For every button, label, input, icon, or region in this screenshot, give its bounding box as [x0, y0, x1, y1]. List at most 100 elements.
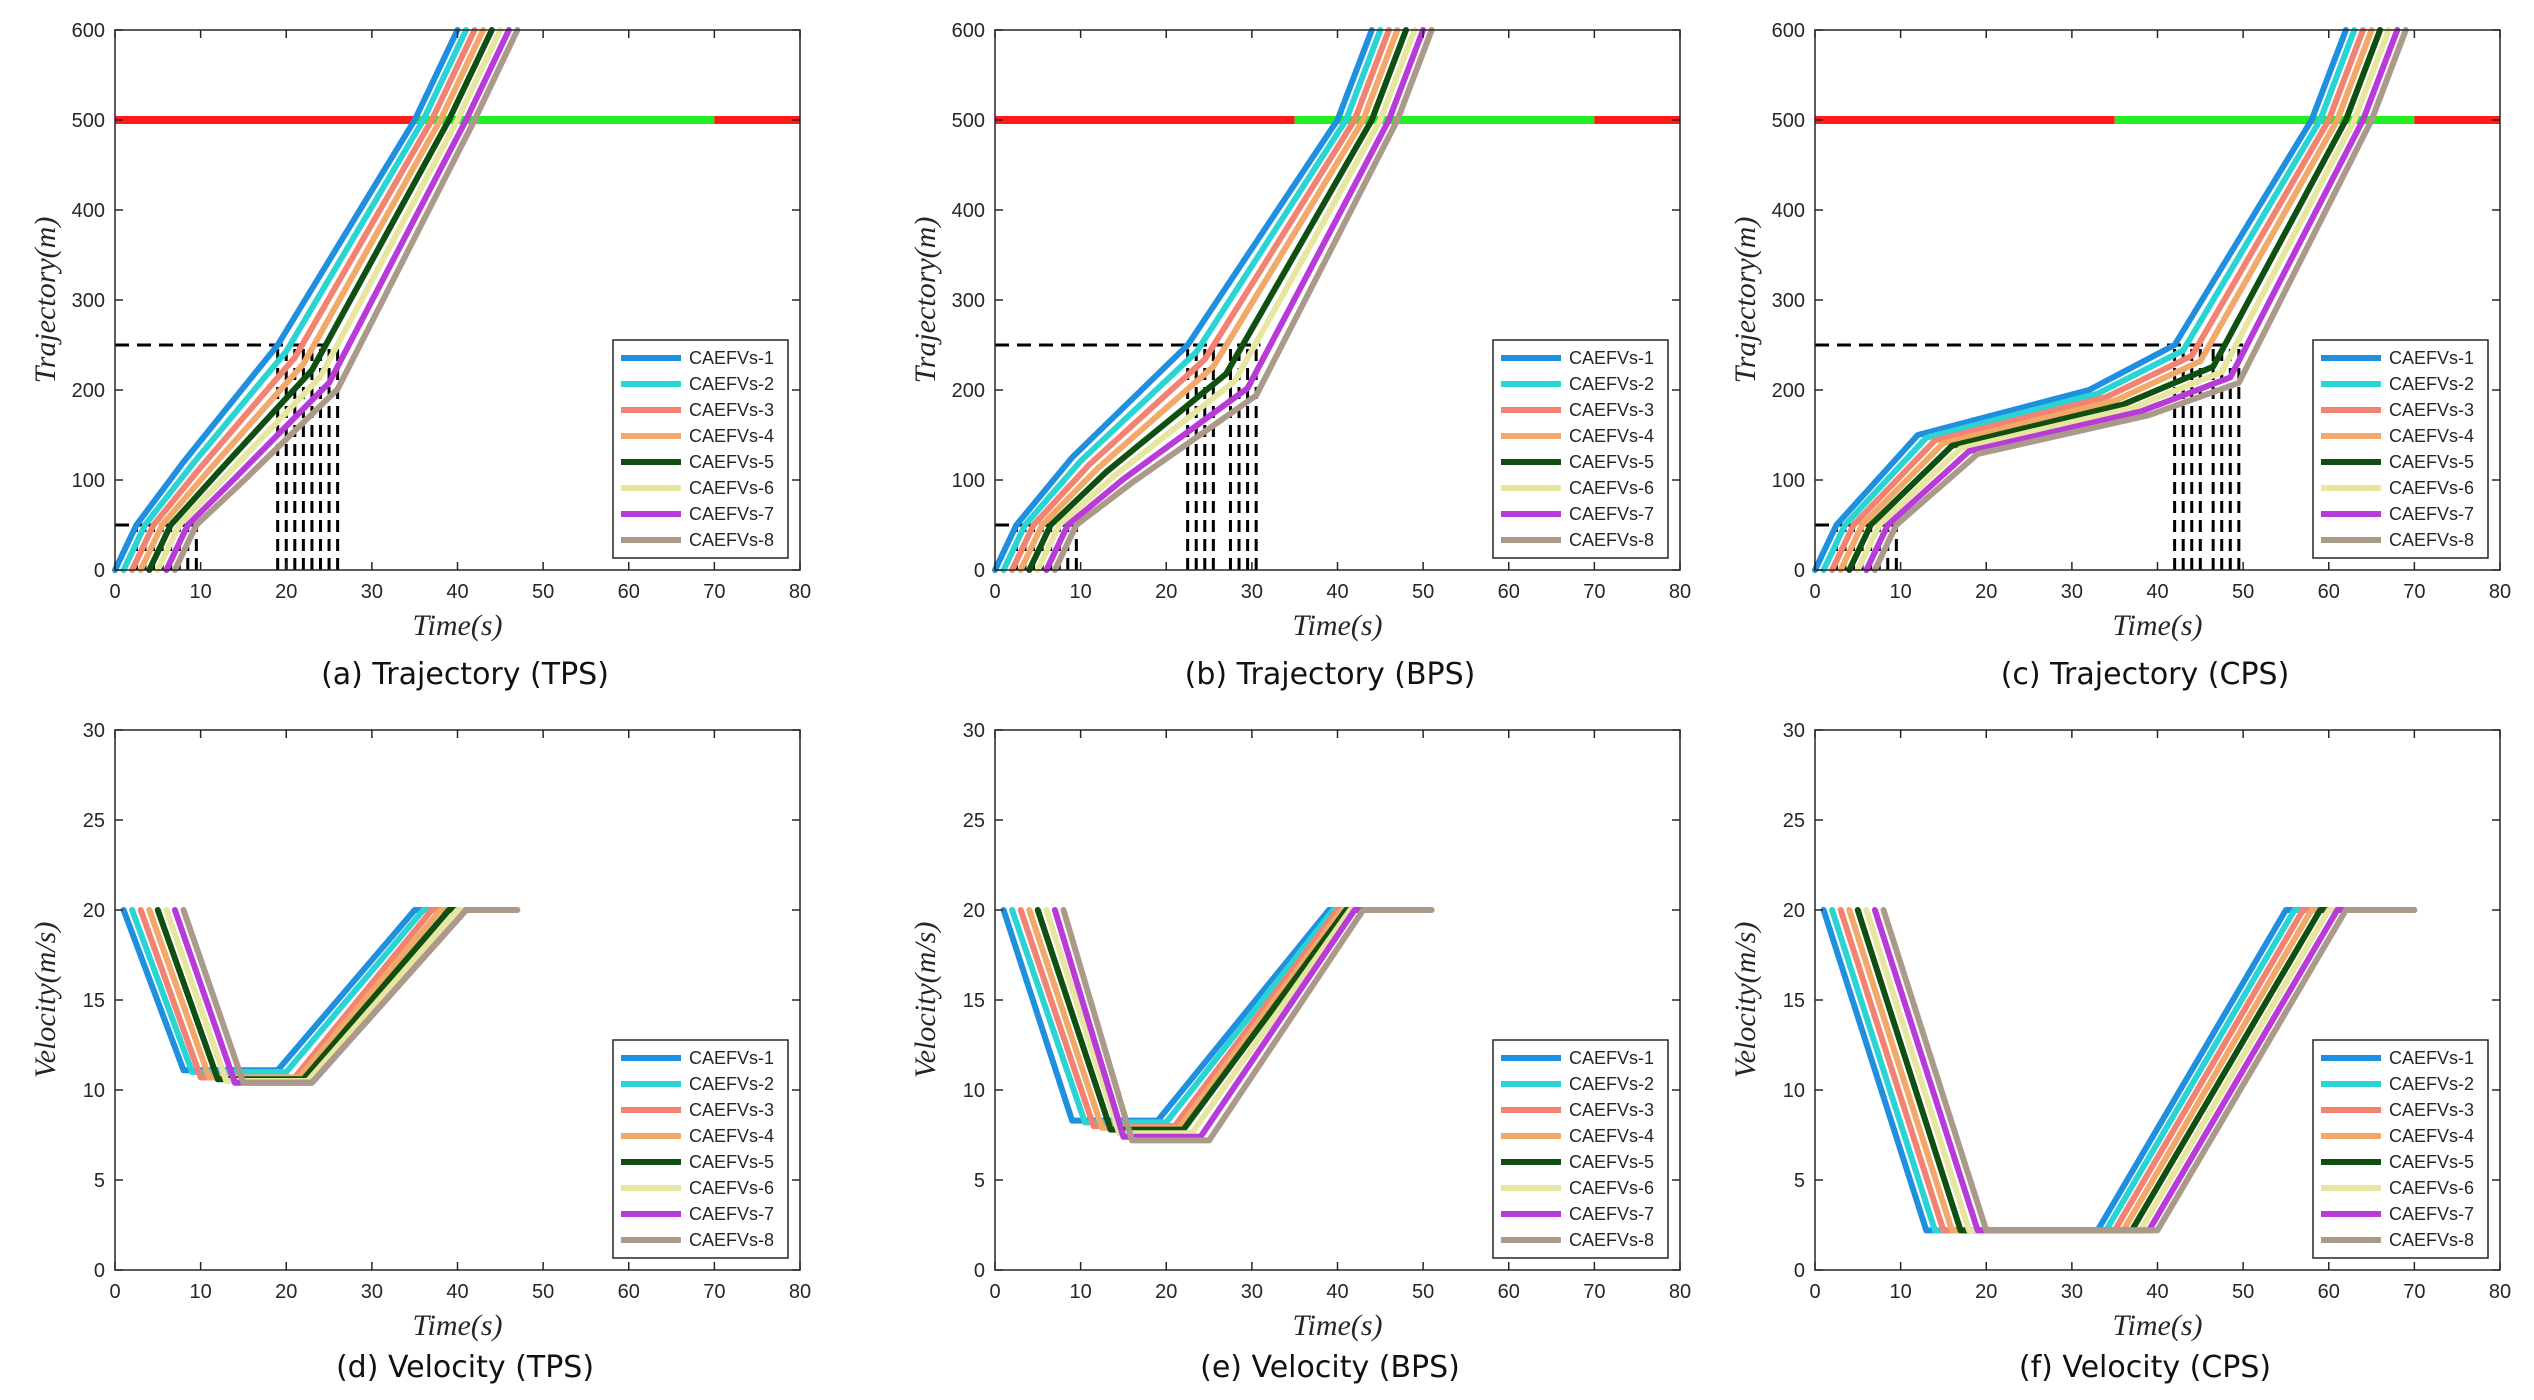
y-axis-label: Velocity(m/s) [29, 922, 62, 1079]
y-axis-label: Trajectory(m) [909, 217, 942, 384]
y-tick-label: 600 [1772, 20, 1805, 42]
y-tick-label: 0 [94, 560, 105, 582]
series-line-6 [1034, 27, 1418, 573]
legend-label-8: CAEFVs-8 [1569, 530, 1654, 550]
legend-label-2: CAEFVs-2 [1569, 1074, 1654, 1094]
legend-label-2: CAEFVs-2 [689, 1074, 774, 1094]
x-tick-label: 60 [1498, 581, 1520, 603]
x-tick-label: 70 [703, 581, 725, 603]
legend-label-1: CAEFVs-1 [2389, 348, 2474, 368]
caption-c: (c) Trajectory (CPS) [2000, 657, 2290, 692]
legend-label-7: CAEFVs-7 [1569, 504, 1654, 524]
x-tick-label: 40 [446, 581, 468, 603]
series-line-4 [1017, 27, 1401, 573]
x-tick-label: 20 [275, 1281, 297, 1303]
y-axis-label: Velocity(m/s) [1729, 922, 1762, 1079]
series-line-5 [146, 27, 495, 573]
y-tick-label: 10 [83, 1080, 105, 1102]
x-tick-label: 60 [618, 581, 640, 603]
x-tick-label: 10 [190, 581, 212, 603]
legend-label-6: CAEFVs-6 [689, 478, 774, 498]
x-tick-label: 40 [2146, 1281, 2168, 1303]
y-tick-label: 500 [952, 110, 985, 132]
x-tick-label: 70 [2403, 1281, 2425, 1303]
y-tick-label: 5 [974, 1170, 985, 1192]
legend-label-8: CAEFVs-8 [689, 1230, 774, 1250]
x-tick-label: 20 [1975, 1281, 1997, 1303]
y-tick-label: 10 [963, 1080, 985, 1102]
legend-label-2: CAEFVs-2 [689, 374, 774, 394]
x-tick-label: 50 [1412, 1281, 1434, 1303]
y-tick-label: 600 [952, 20, 985, 42]
y-tick-label: 25 [963, 810, 985, 832]
x-tick-label: 30 [2061, 1281, 2083, 1303]
legend-label-5: CAEFVs-5 [689, 452, 774, 472]
y-tick-label: 600 [72, 20, 105, 42]
y-tick-label: 0 [94, 1260, 105, 1282]
series-line-7 [163, 27, 512, 573]
x-tick-label: 0 [989, 1281, 1000, 1303]
y-tick-label: 30 [1783, 720, 1805, 742]
y-tick-label: 500 [1772, 110, 1805, 132]
legend-label-4: CAEFVs-4 [689, 1126, 774, 1146]
legend-label-3: CAEFVs-3 [1569, 1100, 1654, 1120]
series-line-7 [1863, 27, 2401, 573]
x-tick-label: 0 [109, 581, 120, 603]
x-axis-label: Time(s) [2113, 1309, 2203, 1342]
legend-label-7: CAEFVs-7 [2389, 1204, 2474, 1224]
y-tick-label: 0 [974, 1260, 985, 1282]
y-tick-label: 100 [1772, 470, 1805, 492]
caption-f: (f) Velocity (CPS) [2018, 1350, 2272, 1385]
x-tick-label: 70 [1583, 1281, 1605, 1303]
series-line-8 [180, 907, 521, 1086]
series-line-8 [1051, 27, 1435, 573]
y-tick-label: 0 [1794, 1260, 1805, 1282]
series-line-8 [1880, 907, 2418, 1234]
x-tick-label: 70 [1583, 581, 1605, 603]
legend-box [2312, 1039, 2489, 1259]
x-tick-label: 40 [1326, 1281, 1348, 1303]
legend-label-7: CAEFVs-7 [1569, 1204, 1654, 1224]
legend-label-8: CAEFVs-8 [1569, 1230, 1654, 1250]
x-tick-label: 80 [1669, 1281, 1691, 1303]
x-tick-label: 60 [618, 1281, 640, 1303]
x-tick-label: 50 [532, 1281, 554, 1303]
chart-d: 0 10 20 30 40 50 60 70 80 0 5 10 15 20 25 30 Time(s) Velo… [29, 720, 811, 1342]
legend-label-6: CAEFVs-6 [2389, 1178, 2474, 1198]
x-tick-label: 10 [1070, 1281, 1092, 1303]
x-tick-label: 0 [989, 581, 1000, 603]
legend-box [1492, 1039, 1669, 1259]
series-line-6 [154, 27, 504, 573]
series-line-1 [1812, 27, 2349, 573]
legend-label-4: CAEFVs-4 [1569, 1126, 1654, 1146]
y-tick-label: 25 [1783, 810, 1805, 832]
series-line-1 [992, 27, 1375, 573]
legend-label-3: CAEFVs-3 [1569, 400, 1654, 420]
series-line-2 [1000, 27, 1384, 573]
series-line-8 [1871, 27, 2409, 573]
series-line-3 [1009, 27, 1392, 573]
legend-label-1: CAEFVs-1 [1569, 348, 1654, 368]
series-line-7 [1043, 27, 1427, 573]
y-tick-label: 500 [72, 110, 105, 132]
x-tick-label: 10 [1890, 581, 1912, 603]
y-axis-label: Trajectory(m) [29, 217, 62, 384]
legend-label-5: CAEFVs-5 [1569, 1152, 1654, 1172]
x-tick-label: 80 [789, 1281, 811, 1303]
legend-label-8: CAEFVs-8 [2389, 530, 2474, 550]
y-tick-label: 30 [83, 720, 105, 742]
y-tick-label: 300 [72, 290, 105, 312]
x-tick-label: 70 [2403, 581, 2425, 603]
y-tick-label: 15 [83, 990, 105, 1012]
legend-box [612, 1039, 789, 1259]
series-line-2 [120, 27, 470, 573]
legend-label-6: CAEFVs-6 [2389, 478, 2474, 498]
y-tick-label: 20 [1783, 900, 1805, 922]
legend-label-6: CAEFVs-6 [1569, 478, 1654, 498]
x-tick-label: 50 [1412, 581, 1434, 603]
y-tick-label: 10 [1783, 1080, 1805, 1102]
x-axis-label: Time(s) [1293, 1309, 1383, 1342]
x-tick-label: 40 [1326, 581, 1348, 603]
legend-label-2: CAEFVs-2 [1569, 374, 1654, 394]
y-tick-label: 400 [1772, 200, 1805, 222]
